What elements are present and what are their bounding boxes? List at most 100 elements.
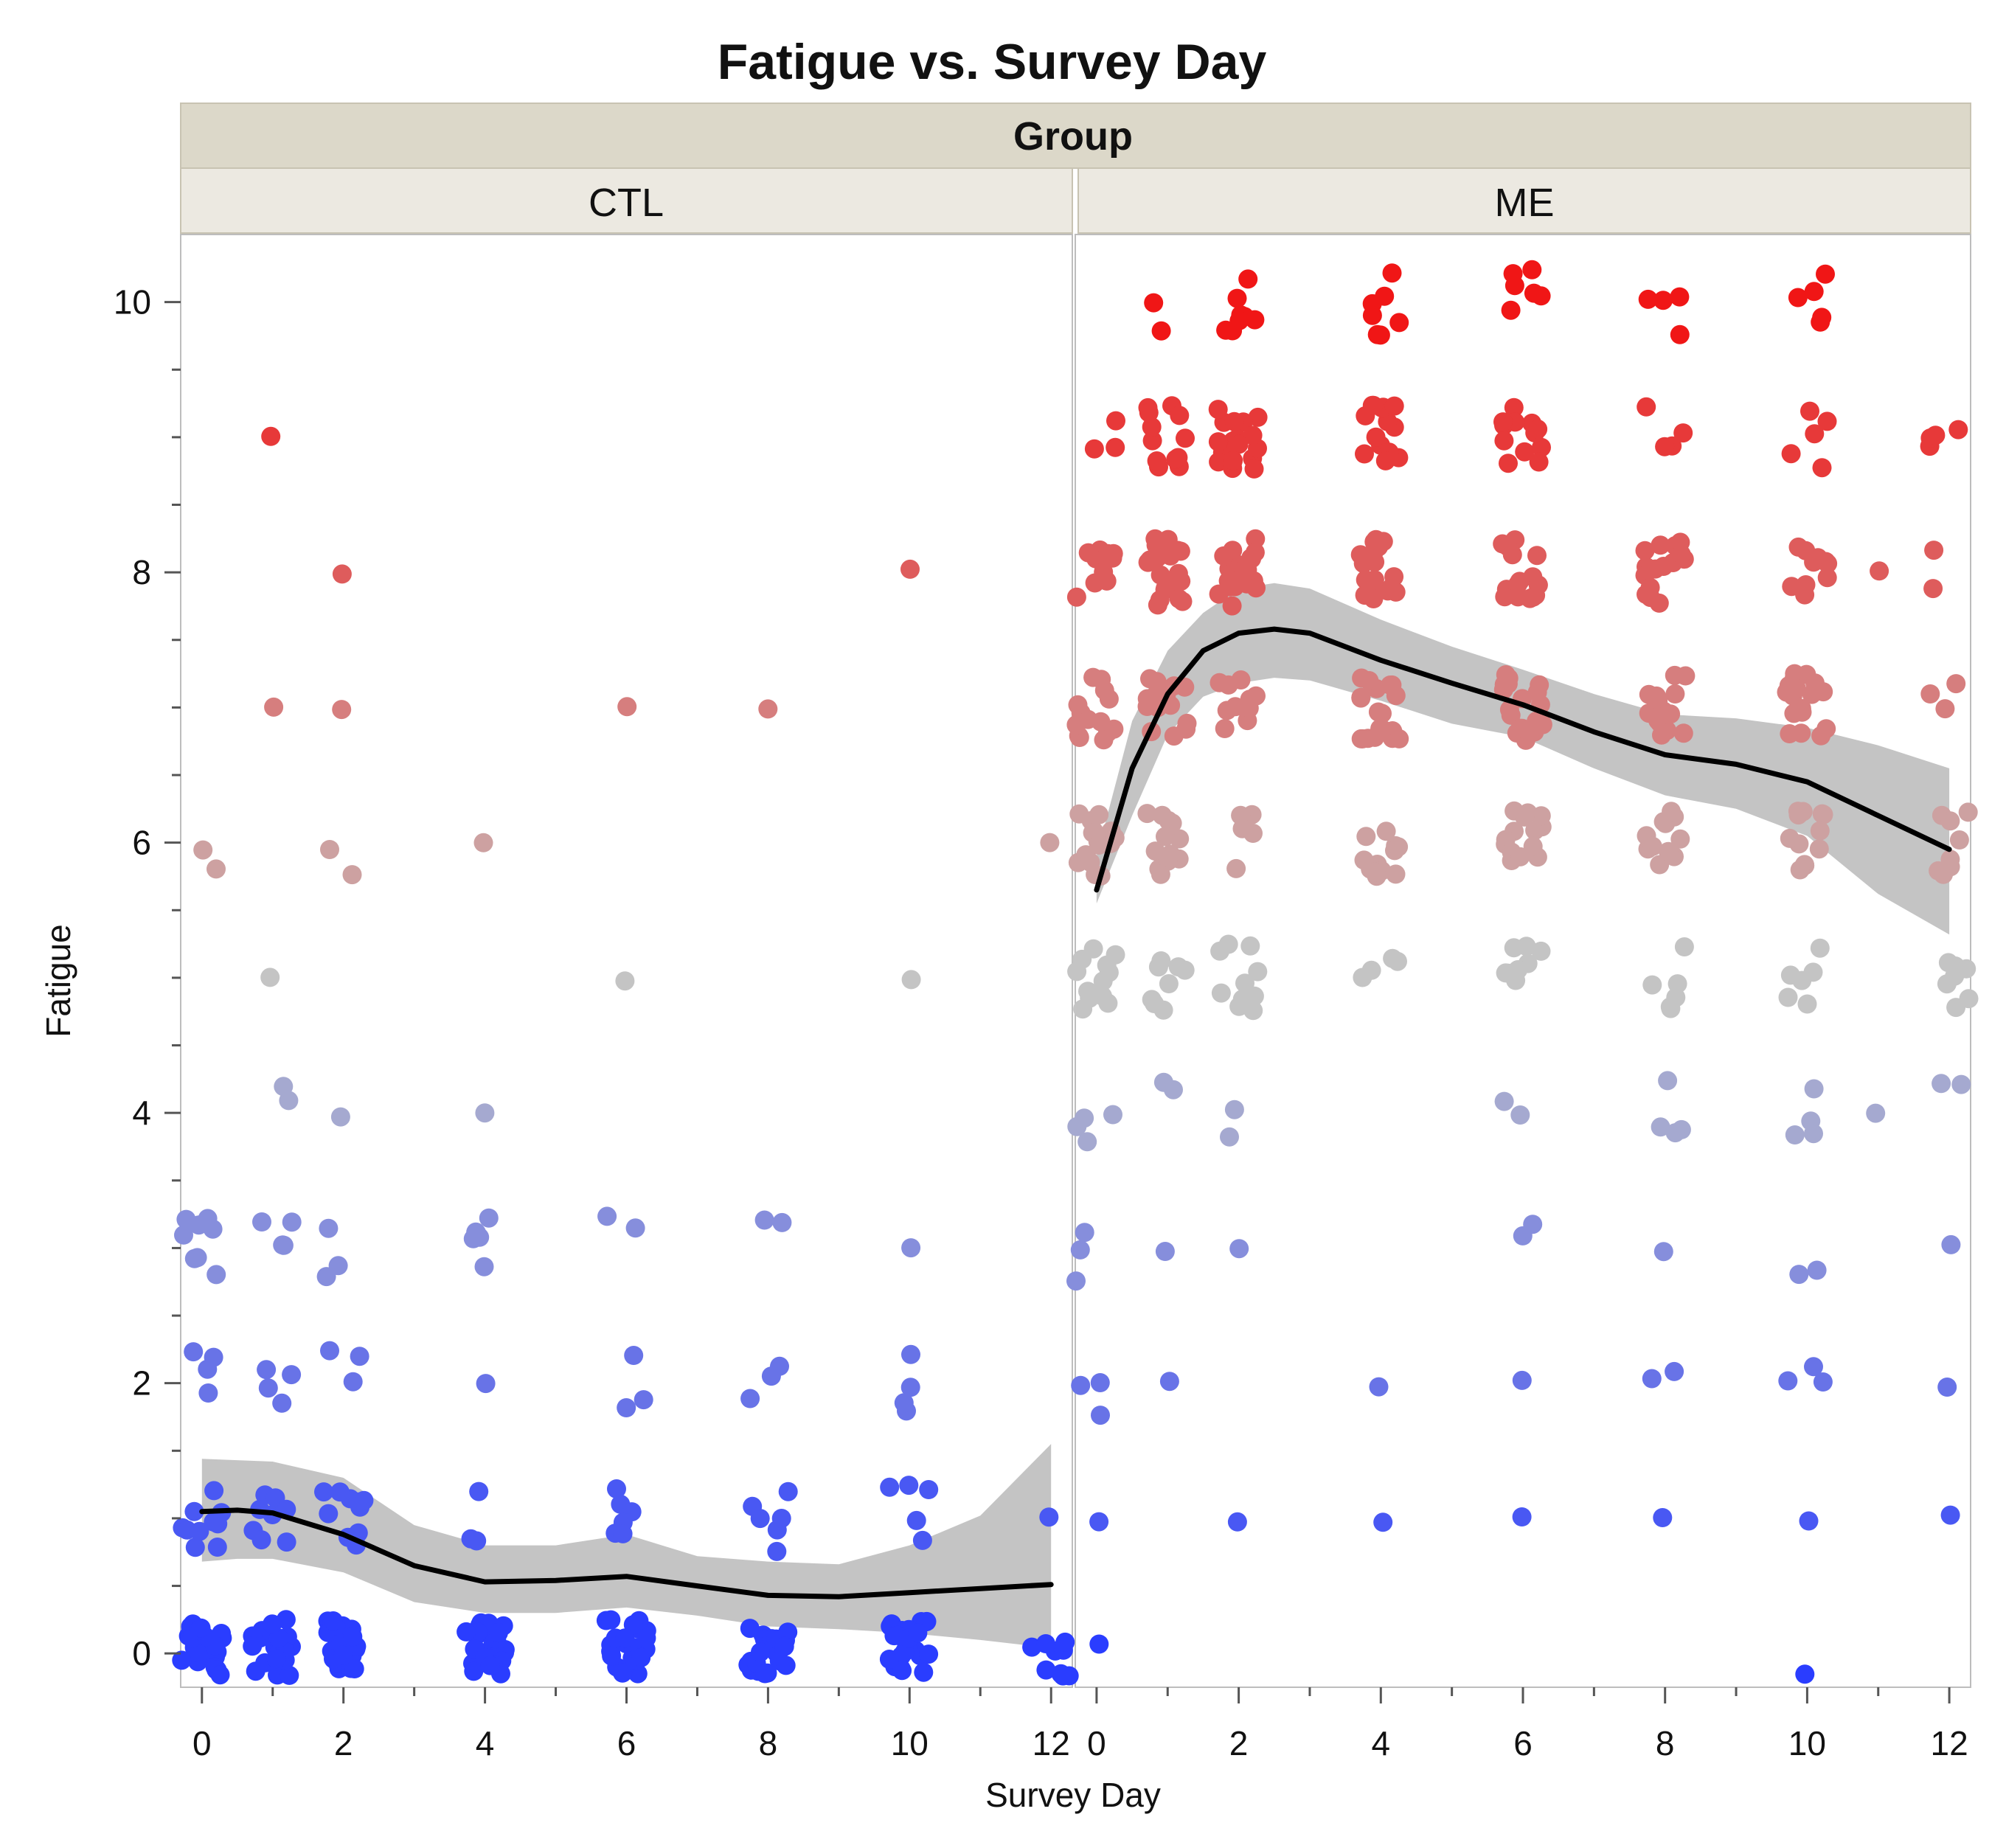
data-point-ctl [190, 1521, 209, 1541]
data-point-ctl [1036, 1660, 1056, 1680]
data-point-ctl [778, 1481, 798, 1501]
data-point-me [1651, 535, 1670, 555]
data-point-me [1637, 397, 1656, 417]
x-tick-label-me: 0 [1087, 1724, 1106, 1762]
data-point-me [1811, 726, 1831, 746]
data-point-me [1235, 973, 1254, 993]
data-point-ctl [251, 1530, 271, 1550]
data-point-me [1077, 1132, 1097, 1152]
data-point-me [1080, 852, 1100, 872]
data-point-ctl [601, 1610, 621, 1630]
data-point-me [1089, 805, 1109, 824]
data-point-ctl [631, 1647, 651, 1667]
data-point-me [1870, 561, 1889, 581]
data-point-me [1244, 459, 1264, 479]
data-point-ctl [257, 1360, 277, 1380]
data-point-ctl [330, 1482, 350, 1502]
data-point-ctl [914, 1662, 934, 1682]
data-point-me [1658, 1071, 1678, 1091]
data-point-me [1224, 1100, 1244, 1119]
data-point-me [1818, 554, 1838, 574]
data-point-ctl [252, 1212, 271, 1232]
data-point-me [1104, 719, 1124, 739]
data-point-me [1940, 850, 1960, 869]
data-point-ctl [894, 1393, 914, 1413]
data-point-ctl [277, 1532, 296, 1552]
data-point-me [1653, 1242, 1673, 1262]
data-point-ctl [625, 1218, 645, 1238]
x-tick-label-ctl: 6 [617, 1724, 636, 1762]
data-point-me [1920, 684, 1940, 704]
data-point-ctl [615, 971, 635, 991]
data-point-ctl [343, 1372, 363, 1392]
data-point-me [1248, 407, 1268, 427]
x-tick-label-ctl: 0 [192, 1724, 212, 1762]
data-point-ctl [901, 1344, 920, 1364]
data-point-me [1159, 1372, 1179, 1392]
data-point-me [1137, 804, 1157, 824]
panel-header-label-ctl: CTL [589, 181, 664, 225]
data-point-ctl [900, 1378, 920, 1397]
data-point-me [1501, 300, 1521, 320]
data-point-ctl [343, 1627, 363, 1647]
data-point-ctl [597, 1206, 617, 1226]
y-tick-label: 2 [132, 1364, 151, 1403]
data-point-ctl [243, 1636, 263, 1656]
data-point-me [1792, 970, 1812, 990]
data-point-me [1646, 689, 1666, 709]
data-point-ctl [280, 1665, 299, 1685]
data-point-ctl [908, 1623, 928, 1643]
data-point-me [1384, 567, 1404, 587]
data-point-ctl [274, 1235, 294, 1255]
data-point-me [1170, 541, 1190, 561]
data-point-me [1528, 419, 1548, 439]
data-point-ctl [330, 1107, 350, 1127]
data-point-ctl [266, 1649, 286, 1669]
data-point-me [1778, 987, 1798, 1007]
data-point-me [1367, 324, 1387, 344]
data-point-me [1653, 291, 1673, 310]
data-point-me [1510, 847, 1530, 866]
data-point-ctl [319, 1218, 339, 1238]
data-point-ctl [174, 1225, 193, 1245]
data-point-ctl [461, 1529, 481, 1549]
data-point-me [1246, 686, 1266, 706]
y-tick-label: 0 [132, 1634, 151, 1672]
x-tick-label-me: 12 [1931, 1724, 1968, 1762]
data-point-me [1220, 1127, 1239, 1147]
data-point-me [1369, 1377, 1389, 1397]
y-tick-label: 6 [132, 824, 151, 862]
data-point-me [1937, 1378, 1957, 1397]
data-point-me [1094, 681, 1114, 701]
data-point-ctl [776, 1656, 796, 1675]
data-point-me [1352, 668, 1372, 688]
data-point-me [1804, 1357, 1823, 1377]
data-point-me [1152, 805, 1172, 825]
data-point-me [1529, 452, 1549, 472]
data-point-me [1941, 1234, 1961, 1254]
data-point-ctl [636, 1628, 656, 1648]
data-point-ctl [344, 1659, 364, 1678]
data-point-ctl [906, 1510, 926, 1530]
data-point-me [1528, 575, 1548, 595]
data-point-me [1812, 308, 1832, 327]
data-point-me [1145, 994, 1165, 1013]
data-point-me [1375, 451, 1395, 470]
data-point-me [1151, 321, 1171, 341]
panel-header-label-me: ME [1495, 181, 1555, 225]
data-point-me [1512, 1370, 1532, 1390]
data-point-me [1147, 451, 1167, 470]
data-point-me [1218, 571, 1238, 591]
data-point-ctl [479, 1208, 499, 1228]
data-point-ctl [613, 1524, 633, 1543]
data-point-me [1788, 802, 1808, 821]
data-point-ctl [206, 859, 226, 879]
data-point-me [1786, 678, 1806, 698]
data-point-me [1229, 434, 1249, 454]
data-point-ctl [185, 1538, 205, 1557]
data-point-me [1513, 1226, 1533, 1246]
data-point-me [1142, 417, 1162, 437]
data-point-me [1670, 287, 1690, 307]
data-point-ctl [342, 865, 362, 885]
data-point-me [1215, 719, 1235, 738]
